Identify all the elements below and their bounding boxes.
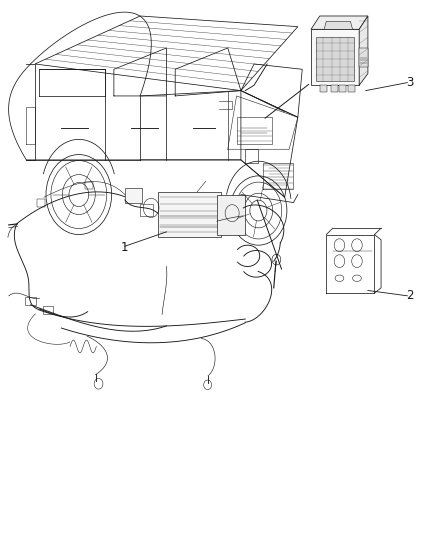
Bar (158, 192, 221, 237)
Polygon shape (316, 37, 354, 81)
Bar (217, 195, 245, 235)
Bar (43, 306, 53, 314)
Bar (320, 85, 327, 92)
Bar (348, 85, 355, 92)
Polygon shape (311, 29, 359, 85)
Text: 1: 1 (121, 241, 129, 254)
Polygon shape (359, 16, 368, 85)
Text: 3: 3 (406, 76, 413, 89)
Text: 2: 2 (406, 289, 413, 302)
Bar (359, 48, 368, 67)
Polygon shape (311, 16, 368, 29)
Bar (125, 188, 142, 203)
Bar (237, 117, 272, 144)
Bar (85, 182, 93, 189)
Bar (331, 85, 338, 92)
Bar (339, 85, 346, 92)
Polygon shape (324, 21, 353, 29)
Bar (140, 204, 153, 216)
Bar (25, 297, 36, 305)
Bar (37, 199, 45, 207)
